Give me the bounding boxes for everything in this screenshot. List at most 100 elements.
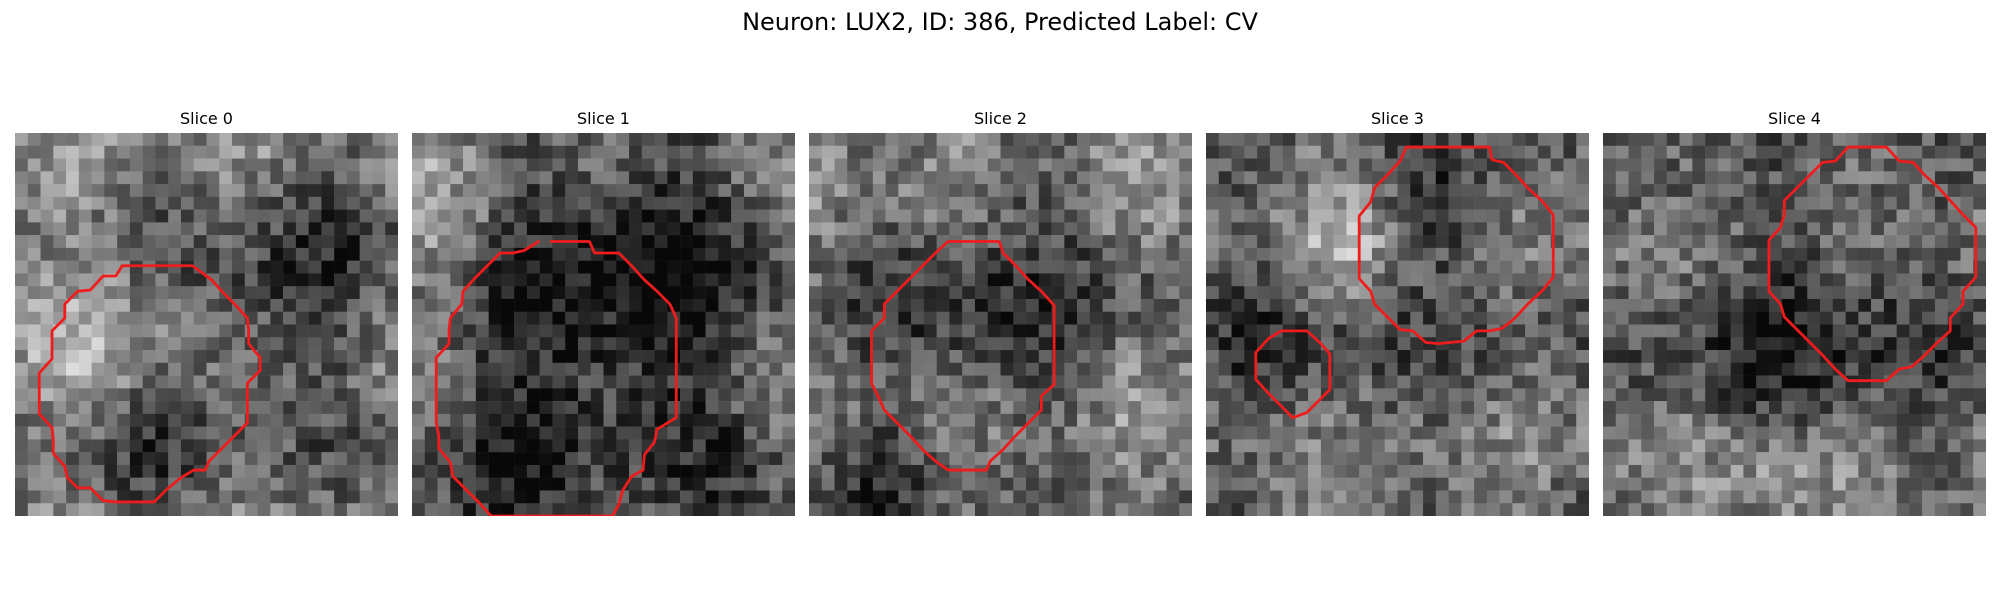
pixel <box>616 375 630 389</box>
pixel <box>923 133 937 147</box>
pixel <box>1922 311 1936 325</box>
pixel <box>1615 196 1629 210</box>
pixel <box>1231 145 1245 159</box>
pixel <box>1934 158 1948 172</box>
pixel <box>987 273 1001 287</box>
pixel <box>821 477 835 491</box>
pixel <box>603 388 617 402</box>
pixel <box>936 158 950 172</box>
pixel <box>514 375 528 389</box>
pixel <box>860 222 874 236</box>
pixel <box>1244 222 1258 236</box>
pixel <box>270 133 284 147</box>
pixel <box>705 401 719 415</box>
pixel <box>1474 439 1488 453</box>
pixel <box>463 158 477 172</box>
pixel <box>1512 337 1526 351</box>
pixel <box>1153 464 1167 478</box>
pixel <box>1973 158 1986 172</box>
pixel <box>1371 273 1385 287</box>
pixel <box>424 375 438 389</box>
pixel <box>1666 247 1680 261</box>
pixel <box>616 452 630 466</box>
pixel <box>1397 388 1411 402</box>
pixel <box>283 184 297 198</box>
pixel <box>705 464 719 478</box>
pixel <box>1743 235 1757 249</box>
pixel <box>1858 362 1872 376</box>
pixel <box>1832 477 1846 491</box>
pixel <box>1013 247 1027 261</box>
pixel <box>346 298 360 312</box>
pixel <box>1423 171 1437 185</box>
pixel <box>1525 209 1539 223</box>
pixel <box>1883 490 1897 504</box>
pixel <box>1654 298 1668 312</box>
pixel <box>117 503 131 516</box>
pixel <box>475 311 489 325</box>
pixel <box>372 133 386 147</box>
pixel <box>962 311 976 325</box>
pixel <box>552 439 566 453</box>
pixel <box>1102 464 1116 478</box>
pixel <box>680 260 694 274</box>
pixel <box>1615 426 1629 440</box>
pixel <box>860 273 874 287</box>
pixel <box>1115 171 1129 185</box>
pixel <box>603 337 617 351</box>
pixel <box>321 222 335 236</box>
pixel <box>603 158 617 172</box>
pixel <box>667 439 681 453</box>
pixel <box>1397 184 1411 198</box>
pixel <box>1206 350 1220 364</box>
pixel <box>1768 311 1782 325</box>
pixel <box>78 324 92 338</box>
pixel <box>450 426 464 440</box>
pixel <box>743 171 757 185</box>
pixel <box>1333 413 1347 427</box>
pixel <box>1077 439 1091 453</box>
pixel <box>1282 222 1296 236</box>
pixel <box>718 145 732 159</box>
pixel <box>1743 311 1757 325</box>
pixel <box>974 184 988 198</box>
pixel <box>1089 184 1103 198</box>
pixel <box>641 273 655 287</box>
pixel <box>1537 350 1551 364</box>
pixel <box>1397 273 1411 287</box>
pixel <box>1537 235 1551 249</box>
pixel <box>590 196 604 210</box>
pixel <box>1512 401 1526 415</box>
pixel <box>372 286 386 300</box>
pixel <box>1166 477 1180 491</box>
pixel <box>295 337 309 351</box>
pixel <box>91 439 105 453</box>
pixel <box>1858 298 1872 312</box>
pixel <box>821 247 835 261</box>
pixel <box>1206 324 1220 338</box>
pixel <box>987 247 1001 261</box>
pixel <box>1641 375 1655 389</box>
pixel <box>974 196 988 210</box>
pixel <box>1550 324 1564 338</box>
pixel <box>334 209 348 223</box>
pixel <box>1282 337 1296 351</box>
pixel <box>1064 298 1078 312</box>
pixel <box>1397 350 1411 364</box>
pixel <box>1654 477 1668 491</box>
pixel <box>1807 401 1821 415</box>
pixel <box>385 388 398 402</box>
pixel <box>756 145 770 159</box>
pixel <box>1832 286 1846 300</box>
pixel <box>1576 375 1589 389</box>
pixel <box>962 375 976 389</box>
pixel <box>1666 464 1680 478</box>
pixel <box>1603 311 1617 325</box>
pixel <box>860 362 874 376</box>
pixel <box>1026 133 1040 147</box>
pixel <box>1166 490 1180 504</box>
pixel <box>692 388 706 402</box>
pixel <box>936 439 950 453</box>
pixel <box>987 401 1001 415</box>
pixel <box>1871 260 1885 274</box>
